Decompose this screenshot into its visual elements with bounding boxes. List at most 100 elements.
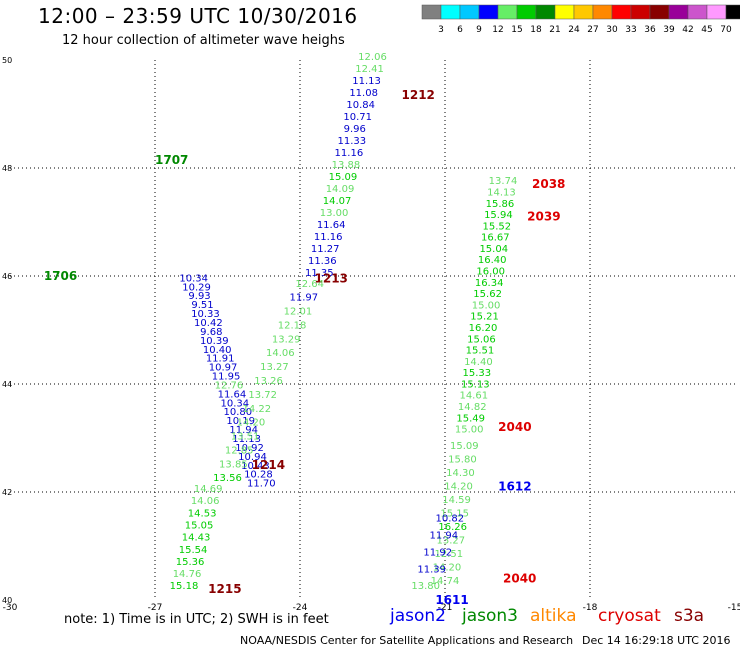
pass-time-label: 2040: [503, 571, 536, 585]
legend-cryosat: cryosat: [598, 606, 661, 626]
pass-time-label: 1212: [402, 88, 435, 102]
track: 11.7010.2810.4310.9410.9211.1311.9410.19…: [44, 153, 276, 490]
wave-height-value: 11.33: [338, 136, 367, 147]
lon-tick-label: -24: [293, 603, 308, 613]
wave-height-value: 15.80: [448, 454, 477, 465]
wave-height-value: 14.53: [188, 508, 217, 519]
lat-tick-label: 40: [2, 596, 12, 605]
wave-height-value: 10.94: [238, 452, 267, 463]
scale-swatch: [649, 4, 670, 20]
pass-time-label: 2040: [498, 420, 531, 434]
wave-height-value: 13.51: [231, 432, 260, 443]
wave-height-value: 14.06: [266, 348, 295, 359]
wave-height-value: 13.56: [213, 473, 242, 484]
wave-height-value: 15.04: [479, 244, 508, 255]
track: 12.0612.4111.1311.0810.8410.719.9611.331…: [305, 52, 435, 286]
lat-tick-label: 42: [2, 488, 12, 497]
lat-tick-label: 50: [2, 56, 12, 65]
scale-tick-label: 42: [682, 25, 693, 35]
lon-tick-label: -15: [728, 603, 740, 613]
wave-height-value: 13.72: [248, 390, 277, 401]
scale-swatch: [611, 4, 632, 20]
wave-height-value: 14.40: [464, 357, 493, 368]
scale-tick-label: 6: [457, 25, 463, 35]
wave-height-value: 12.06: [358, 52, 387, 63]
wave-height-value: 15.36: [176, 557, 205, 568]
wave-height-value: 13.27: [260, 362, 289, 373]
wave-height-value: 14.06: [191, 496, 220, 507]
legend-jason3: jason3: [462, 606, 518, 626]
wave-height-value: 15.51: [466, 346, 495, 357]
track: 15.09 15.80 14.30 14.20 14.59 15.15 16.26 13.27…: [431, 420, 537, 587]
pass-time-label: 1707: [155, 153, 188, 167]
footer-date: Dec 14 16:29:18 UTC 2016: [582, 634, 731, 647]
wave-height-value: 10.42: [194, 318, 223, 329]
wave-height-value: 15.13: [461, 379, 490, 390]
wave-height-value: 15.21: [470, 312, 499, 323]
pass-time-label: 1611: [435, 593, 468, 607]
satellite-tracks: 11.7010.2810.4310.9410.9211.1311.9410.19…: [44, 52, 566, 607]
scale-swatch: [687, 4, 708, 20]
wave-height-value: 12.76: [215, 380, 244, 391]
wave-height-value: 13.80: [411, 581, 440, 592]
wave-height-value: 13.00: [320, 208, 349, 219]
wave-height-value: 11.39: [417, 564, 446, 575]
pass-time-label: 1612: [498, 480, 531, 494]
scale-swatch: [592, 4, 613, 20]
pass-time-label: 1214: [252, 458, 285, 472]
page-subtitle: 12 hour collection of altimeter wave hei…: [62, 33, 345, 48]
wave-height-value: 10.82: [436, 514, 465, 525]
wave-height-value: 9.51: [191, 300, 213, 311]
wave-height-value: 10.28: [244, 470, 273, 481]
scale-tick-label: 3: [438, 25, 444, 35]
lat-tick-label: 44: [2, 380, 12, 389]
wave-height-value: 10.33: [191, 309, 220, 320]
wave-height-value: 14.59: [442, 495, 471, 506]
pass-time-label: 2038: [532, 177, 565, 191]
wave-height-value: 16.67: [481, 233, 510, 244]
wave-height-value: 15.06: [467, 334, 496, 345]
wave-height-value: 9.93: [188, 291, 210, 302]
wave-height-value: 12.85: [225, 445, 254, 456]
scale-swatch: [516, 4, 537, 20]
wave-height-value: 11.94: [429, 531, 458, 542]
scale-swatch: [725, 4, 740, 20]
wave-height-value: 10.39: [200, 336, 229, 347]
wave-height-value: 16.26: [438, 522, 467, 533]
wave-height-value: 15.52: [483, 221, 512, 232]
scale-tick-label: 24: [568, 25, 580, 35]
scale-swatch: [554, 4, 575, 20]
wave-height-value: 14.43: [182, 533, 211, 544]
wave-height-value: 14.13: [487, 187, 516, 198]
wave-height-value: 14.74: [431, 576, 460, 587]
wave-height-value: 13.26: [254, 376, 283, 387]
legend-altika: altika: [530, 606, 577, 626]
scale-swatch: [573, 4, 594, 20]
wave-height-value: 15.49: [456, 413, 485, 424]
wave-height-value: 14.20: [433, 562, 462, 573]
wave-height-value: 15.54: [179, 545, 208, 556]
wave-height-value: 14.07: [323, 196, 352, 207]
scale-tick-label: 27: [587, 25, 598, 35]
wave-height-value: 15.09: [329, 172, 358, 183]
scale-tick-label: 18: [530, 25, 542, 35]
scale-swatch: [497, 4, 518, 20]
legend-s3a: s3a: [674, 606, 705, 626]
pass-time-label: 2039: [527, 210, 560, 224]
wave-height-value: 11.95: [212, 372, 241, 383]
lat-tick-label: 48: [2, 164, 12, 173]
wave-height-value: 11.36: [308, 256, 337, 267]
wave-height-value: 13.74: [489, 176, 518, 187]
scale-tick-label: 36: [644, 25, 656, 35]
wave-height-value: 15.18: [170, 581, 199, 592]
wave-height-value: 14.69: [194, 484, 223, 495]
wave-height-value: 16.20: [469, 323, 498, 334]
wave-height-value: 16.00: [476, 267, 505, 278]
scale-swatch: [421, 4, 442, 20]
wave-height-value: 15.33: [463, 368, 492, 379]
wave-height-value: 14.20: [237, 418, 266, 429]
wave-height-value: 10.97: [209, 363, 238, 374]
lat-tick-label: 46: [2, 272, 12, 281]
